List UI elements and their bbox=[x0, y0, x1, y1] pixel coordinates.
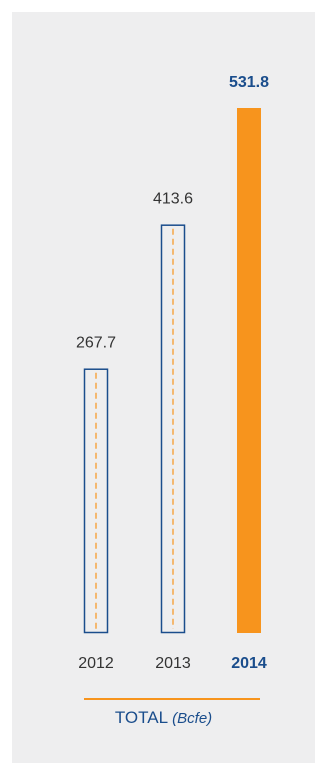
value-label-2014: 531.8 bbox=[229, 74, 269, 91]
category-label-2014: 2014 bbox=[231, 655, 267, 672]
chart-panel bbox=[12, 12, 315, 763]
category-label-2013: 2013 bbox=[155, 655, 191, 672]
value-label-2013: 413.6 bbox=[153, 191, 193, 208]
chart-unit: (Bcfe) bbox=[172, 710, 213, 727]
category-label-2012: 2012 bbox=[78, 655, 114, 672]
bar-2012 bbox=[83, 368, 109, 634]
chart-footer: TOTAL (Bcfe) bbox=[12, 708, 315, 728]
bar-2013 bbox=[160, 224, 186, 634]
bar-2014 bbox=[237, 108, 261, 633]
value-label-2012: 267.7 bbox=[76, 335, 116, 352]
chart-title: TOTAL bbox=[114, 708, 168, 727]
